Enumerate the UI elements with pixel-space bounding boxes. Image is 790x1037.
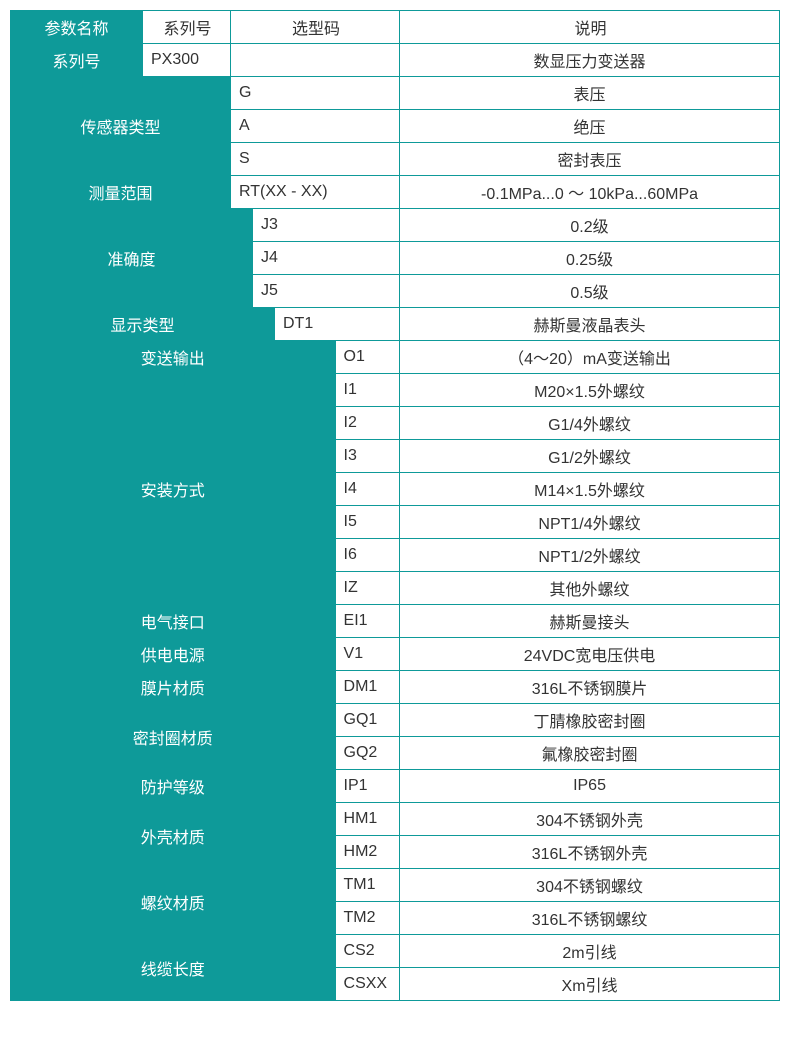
row-output: 变送输出 O1 （4～20）mA变送输出: [11, 341, 780, 374]
code: J3: [253, 209, 400, 242]
code: J5: [253, 275, 400, 308]
code: DT1: [275, 308, 400, 341]
desc: 表压: [400, 77, 780, 110]
desc: M14×1.5外螺纹: [400, 473, 780, 506]
code: TM1: [335, 869, 400, 902]
lbl-cable: 线缆长度: [11, 935, 336, 1001]
desc: 赫斯曼液晶表头: [400, 308, 780, 341]
desc: 304不锈钢螺纹: [400, 869, 780, 902]
code: RT(XX - XX): [231, 176, 400, 209]
row-thread-0: 螺纹材质 TM1 304不锈钢螺纹: [11, 869, 780, 902]
code: GQ1: [335, 704, 400, 737]
row-range: 测量范围 RT(XX - XX) -0.1MPa...0 ～ 10kPa...6…: [11, 176, 780, 209]
code: I1: [335, 374, 400, 407]
desc: IP65: [400, 770, 780, 803]
desc: G1/2外螺纹: [400, 440, 780, 473]
selection-table: 参数名称 系列号 选型码 说明 系列号 PX300 数显压力变送器 传感器类型 …: [10, 10, 780, 1001]
hdr-desc: 说明: [400, 11, 780, 44]
desc: 绝压: [400, 110, 780, 143]
lbl-shell: 外壳材质: [11, 803, 336, 869]
code: I6: [335, 539, 400, 572]
desc: 其他外螺纹: [400, 572, 780, 605]
lbl-power: 供电电源: [11, 638, 336, 671]
desc: M20×1.5外螺纹: [400, 374, 780, 407]
desc: NPT1/4外螺纹: [400, 506, 780, 539]
code: I4: [335, 473, 400, 506]
row-seal-0: 密封圈材质 GQ1 丁腈橡胶密封圈: [11, 704, 780, 737]
blank: [231, 44, 400, 77]
code: J4: [253, 242, 400, 275]
desc: 赫斯曼接头: [400, 605, 780, 638]
row-power: 供电电源 V1 24VDC宽电压供电: [11, 638, 780, 671]
code: I2: [335, 407, 400, 440]
desc: （4～20）mA变送输出: [400, 341, 780, 374]
desc: Xm引线: [400, 968, 780, 1001]
desc: 密封表压: [400, 143, 780, 176]
desc: 0.2级: [400, 209, 780, 242]
row-elec: 电气接口 EI1 赫斯曼接头: [11, 605, 780, 638]
code: CSXX: [335, 968, 400, 1001]
hdr-series: 系列号: [143, 11, 231, 44]
code: EI1: [335, 605, 400, 638]
header-row: 参数名称 系列号 选型码 说明: [11, 11, 780, 44]
desc: NPT1/2外螺纹: [400, 539, 780, 572]
code: O1: [335, 341, 400, 374]
hdr-param: 参数名称: [11, 11, 143, 44]
row-sensor-0: 传感器类型 G 表压: [11, 77, 780, 110]
lbl-range: 测量范围: [11, 176, 231, 209]
code: A: [231, 110, 400, 143]
desc: 丁腈橡胶密封圈: [400, 704, 780, 737]
row-protection: 防护等级 IP1 IP65: [11, 770, 780, 803]
code: GQ2: [335, 737, 400, 770]
lbl-series: 系列号: [11, 44, 143, 77]
desc: 氟橡胶密封圈: [400, 737, 780, 770]
desc: 0.25级: [400, 242, 780, 275]
lbl-sensor: 传感器类型: [11, 77, 231, 176]
lbl-elec: 电气接口: [11, 605, 336, 638]
row-display: 显示类型 DT1 赫斯曼液晶表头: [11, 308, 780, 341]
desc: 316L不锈钢螺纹: [400, 902, 780, 935]
desc: 0.5级: [400, 275, 780, 308]
hdr-selcode: 选型码: [231, 11, 400, 44]
code: HM1: [335, 803, 400, 836]
code: IZ: [335, 572, 400, 605]
code: IP1: [335, 770, 400, 803]
desc: 2m引线: [400, 935, 780, 968]
desc: 24VDC宽电压供电: [400, 638, 780, 671]
row-install-0: 安装方式 I1 M20×1.5外螺纹: [11, 374, 780, 407]
lbl-accuracy: 准确度: [11, 209, 253, 308]
code: I5: [335, 506, 400, 539]
code: DM1: [335, 671, 400, 704]
code: I3: [335, 440, 400, 473]
desc-series: 数显压力变送器: [400, 44, 780, 77]
code: HM2: [335, 836, 400, 869]
lbl-protection: 防护等级: [11, 770, 336, 803]
desc: G1/4外螺纹: [400, 407, 780, 440]
row-diaphragm: 膜片材质 DM1 316L不锈钢膜片: [11, 671, 780, 704]
code: V1: [335, 638, 400, 671]
code: G: [231, 77, 400, 110]
desc: 304不锈钢外壳: [400, 803, 780, 836]
desc: 316L不锈钢膜片: [400, 671, 780, 704]
code: CS2: [335, 935, 400, 968]
lbl-display: 显示类型: [11, 308, 275, 341]
code: S: [231, 143, 400, 176]
lbl-install: 安装方式: [11, 374, 336, 605]
desc: 316L不锈钢外壳: [400, 836, 780, 869]
lbl-seal: 密封圈材质: [11, 704, 336, 770]
row-shell-0: 外壳材质 HM1 304不锈钢外壳: [11, 803, 780, 836]
lbl-thread: 螺纹材质: [11, 869, 336, 935]
row-series: 系列号 PX300 数显压力变送器: [11, 44, 780, 77]
lbl-output: 变送输出: [11, 341, 336, 374]
code-series: PX300: [143, 44, 231, 77]
row-cable-0: 线缆长度 CS2 2m引线: [11, 935, 780, 968]
desc: -0.1MPa...0 ～ 10kPa...60MPa: [400, 176, 780, 209]
row-acc-0: 准确度 J3 0.2级: [11, 209, 780, 242]
code: TM2: [335, 902, 400, 935]
lbl-diaphragm: 膜片材质: [11, 671, 336, 704]
